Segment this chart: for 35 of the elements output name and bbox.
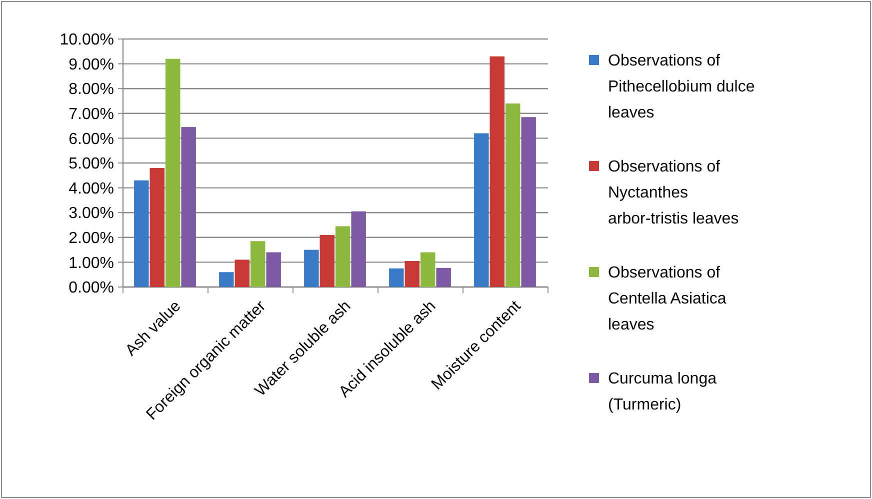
y-tick-label: 8.00% (68, 81, 114, 98)
legend-label: Curcuma longa (Turmeric) (608, 370, 717, 414)
y-tick-label: 2.00% (68, 230, 114, 247)
bar (320, 234, 334, 287)
bar (219, 272, 234, 287)
bar (166, 58, 180, 287)
bar (420, 252, 436, 287)
bar (506, 103, 520, 287)
bar (521, 117, 536, 287)
y-tick-label: 6.00% (68, 130, 114, 148)
bar (436, 268, 451, 287)
y-tick-label: 9.00% (68, 56, 114, 74)
bar (474, 133, 489, 287)
y-tick-label: 7.00% (68, 106, 114, 123)
bar (490, 56, 504, 287)
legend-label: Observations of Pithecellobium dulce leaves (608, 52, 755, 122)
y-tick-label: 4.00% (68, 180, 114, 198)
legend-label: Observations of Nyctanthes arbor-tristis leaves (608, 158, 739, 228)
bar (234, 260, 250, 287)
bar (250, 241, 266, 287)
bar (304, 250, 319, 287)
bar (351, 211, 366, 287)
y-tick-label: 5.00% (68, 156, 114, 173)
y-tick-label: 3.00% (68, 205, 114, 222)
bar (181, 127, 196, 287)
bar (150, 168, 164, 287)
bar (266, 252, 281, 287)
y-tick-label: 1.00% (68, 254, 114, 272)
y-tick-label: 10.00% (60, 32, 114, 49)
legend-label: Observations of Centella Asiatica leaves (608, 264, 726, 334)
y-tick-label: 0.00% (68, 280, 114, 297)
bar (389, 268, 404, 287)
bar (336, 226, 350, 287)
bar (404, 260, 420, 287)
bar (134, 180, 149, 287)
